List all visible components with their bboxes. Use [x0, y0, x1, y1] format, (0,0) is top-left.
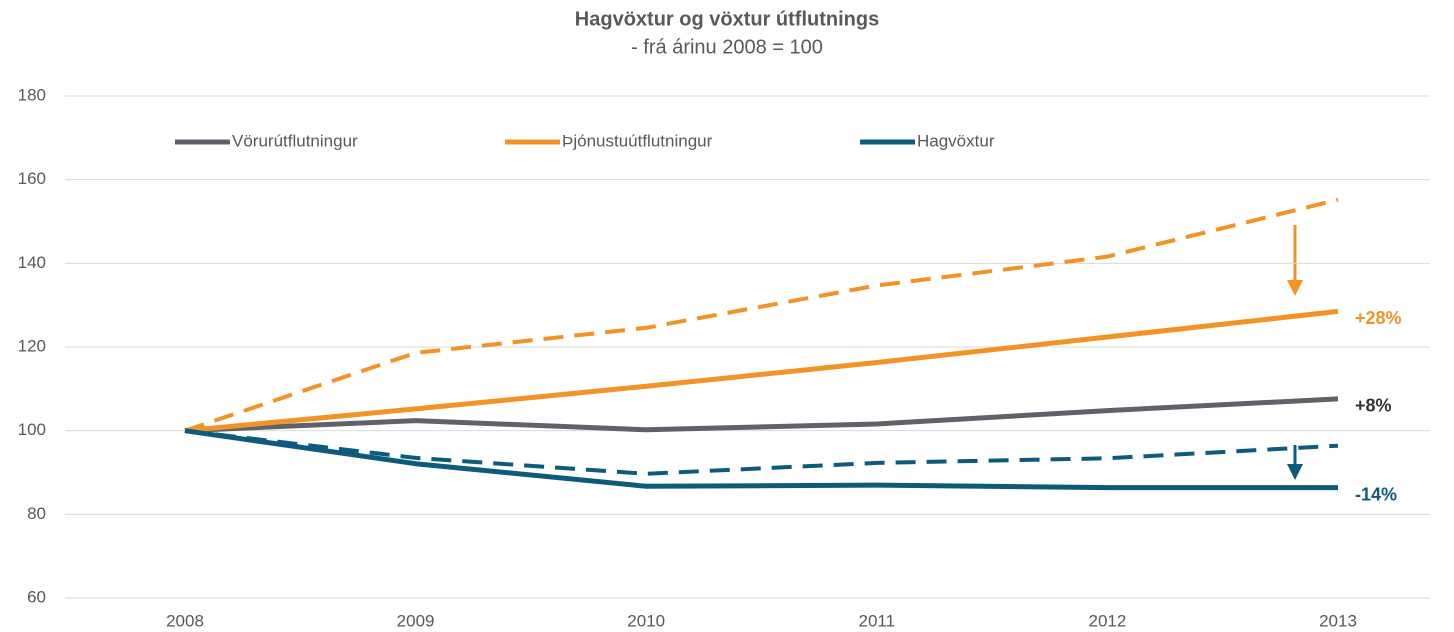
- y-tick-label: 80: [27, 504, 46, 523]
- arrow-head: [1287, 280, 1303, 296]
- legend-label: Vörurútflutningur: [232, 131, 358, 150]
- arrow-head: [1287, 464, 1303, 480]
- x-tick-label: 2013: [1319, 611, 1357, 630]
- line: [184, 428, 1338, 491]
- x-tick-label: 2008: [166, 611, 204, 630]
- y-tick-label: 160: [18, 169, 46, 188]
- chart-title: Hagvöxtur og vöxtur útflutnings: [575, 8, 879, 30]
- y-tick-label: 180: [18, 85, 46, 104]
- line: [184, 396, 1339, 434]
- legend-label: Þjónustuútflutningur: [562, 131, 713, 150]
- end-label: +8%: [1355, 396, 1392, 416]
- y-tick-label: 100: [18, 420, 46, 439]
- y-tick-label: 120: [18, 336, 46, 355]
- dashed-line: [184, 197, 1339, 433]
- x-tick-label: 2009: [397, 611, 435, 630]
- y-tick-label: 60: [27, 587, 46, 606]
- x-tick-label: 2012: [1088, 611, 1126, 630]
- x-tick-label: 2010: [627, 611, 665, 630]
- end-label: +28%: [1355, 308, 1402, 328]
- legend-label: Hagvöxtur: [917, 131, 995, 150]
- line: [184, 308, 1339, 434]
- end-label: -14%: [1355, 484, 1397, 504]
- y-tick-label: 140: [18, 253, 46, 272]
- arrows: [1287, 225, 1303, 480]
- dashed-line: [184, 428, 1339, 476]
- x-tick-label: 2011: [859, 611, 896, 630]
- chart-subtitle: - frá árinu 2008 = 100: [631, 36, 823, 58]
